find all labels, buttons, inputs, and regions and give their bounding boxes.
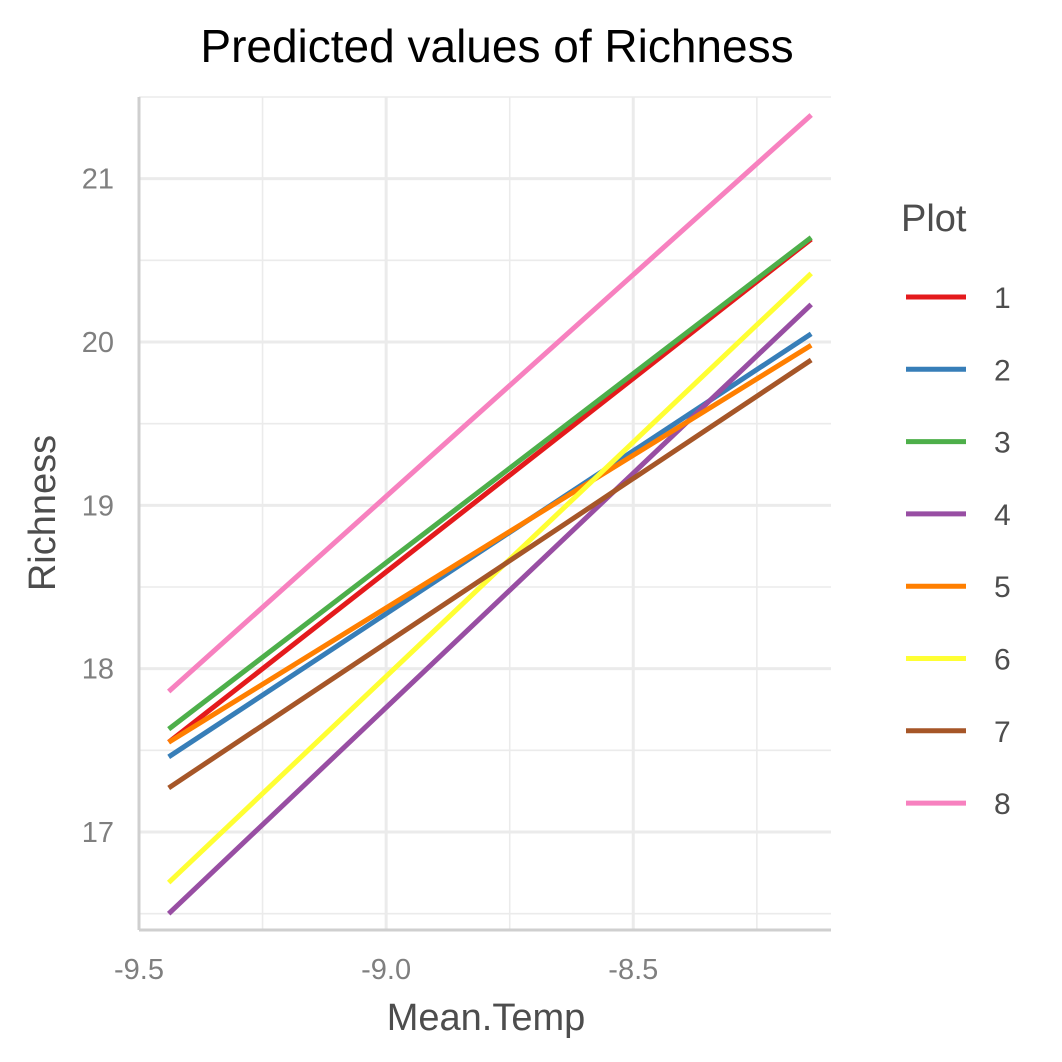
legend-item-8: 8 xyxy=(906,788,1011,821)
x-axis-title: Mean.Temp xyxy=(387,997,586,1039)
legend-item-5: 5 xyxy=(906,571,1011,604)
y-tick-label: 18 xyxy=(82,654,114,686)
legend-item-2: 2 xyxy=(906,354,1011,387)
y-tick-label: 20 xyxy=(82,327,114,359)
legend-item-4: 4 xyxy=(906,499,1011,532)
legend-title: Plot xyxy=(901,198,967,240)
series-line-8 xyxy=(167,113,813,694)
legend-item-7: 7 xyxy=(906,716,1011,749)
series-line-4 xyxy=(166,302,813,916)
legend-label-3: 3 xyxy=(994,427,1011,460)
x-tick-label: -9.5 xyxy=(114,954,164,986)
series-line-7 xyxy=(167,357,813,790)
x-tick-label: -8.5 xyxy=(608,954,658,986)
legend-label-7: 7 xyxy=(994,716,1011,749)
y-tick-label: 21 xyxy=(82,164,114,196)
legend-items: 1 2 3 4 5 6 7 8 xyxy=(906,282,1011,821)
x-tick-label: -9.0 xyxy=(361,954,411,986)
legend-label-6: 6 xyxy=(994,644,1011,677)
series-line-1 xyxy=(167,237,813,745)
series-line-3 xyxy=(167,235,813,732)
series-lines xyxy=(166,113,813,916)
legend-label-8: 8 xyxy=(994,788,1011,821)
series-line-6 xyxy=(166,271,813,885)
legend-label-1: 1 xyxy=(994,282,1011,315)
grid xyxy=(137,96,831,930)
legend-label-5: 5 xyxy=(994,571,1011,604)
y-tick-label: 19 xyxy=(82,490,114,522)
legend: Plot 1 2 3 4 5 6 7 8 xyxy=(901,198,1011,821)
y-axis-title: Richness xyxy=(22,435,64,591)
legend-item-6: 6 xyxy=(906,644,1011,677)
axes xyxy=(137,97,831,932)
series-line-5 xyxy=(167,343,813,745)
legend-item-3: 3 xyxy=(906,427,1011,460)
y-tick-label: 17 xyxy=(82,817,114,849)
chart-title: Predicted values of Richness xyxy=(200,20,793,72)
x-tick-labels: -9.5 -9.0 -8.5 xyxy=(114,954,658,986)
legend-label-4: 4 xyxy=(994,499,1011,532)
legend-label-2: 2 xyxy=(994,354,1011,387)
y-tick-labels: 17 18 19 20 21 xyxy=(82,164,114,849)
legend-item-1: 1 xyxy=(906,282,1011,315)
